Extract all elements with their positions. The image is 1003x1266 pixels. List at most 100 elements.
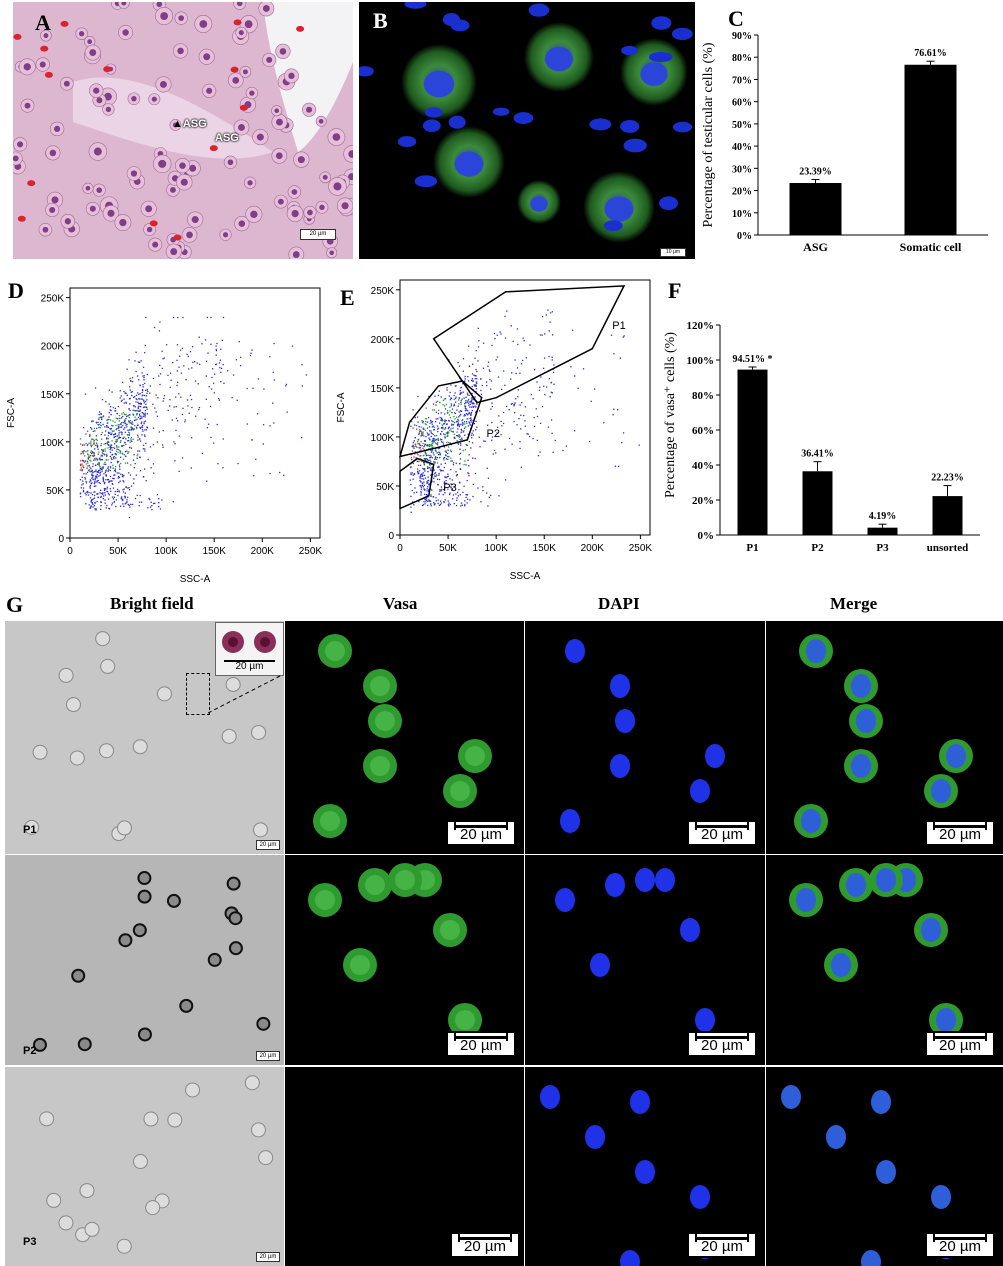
event-dot — [124, 497, 126, 499]
event-dot — [178, 435, 181, 437]
event-dot — [118, 429, 120, 432]
event-dot — [107, 426, 110, 429]
event-dot — [523, 339, 525, 342]
event-dot — [548, 330, 550, 332]
event-dot — [124, 392, 126, 394]
event-dot — [127, 415, 129, 417]
event-dot — [443, 482, 445, 484]
event-dot — [427, 486, 429, 488]
histology-nucleus — [341, 202, 349, 210]
event-dot — [101, 468, 103, 470]
event-dot — [495, 359, 497, 361]
event-dot — [476, 382, 478, 385]
event-dot — [459, 448, 461, 450]
event-dot — [464, 505, 466, 507]
event-dot — [472, 430, 474, 432]
event-dot — [83, 450, 85, 452]
event-dot — [436, 456, 439, 459]
event-dot — [446, 412, 449, 414]
event-dot — [126, 394, 129, 396]
event-dot — [125, 413, 127, 416]
event-dot — [104, 494, 106, 496]
x-category-label: P1 — [746, 542, 758, 554]
event-dot — [445, 450, 447, 452]
event-dot — [480, 393, 483, 395]
histology-nucleus — [291, 189, 298, 195]
event-dot — [412, 427, 414, 429]
event-dot — [481, 384, 483, 387]
event-dot — [137, 361, 140, 363]
event-dot — [106, 486, 109, 488]
scale-bar: 20 µm — [925, 820, 995, 846]
event-dot — [458, 434, 460, 436]
event-dot — [139, 494, 141, 497]
event-dot — [136, 427, 138, 430]
scale-bar-line — [933, 1234, 987, 1242]
event-dot — [107, 470, 109, 472]
event-dot — [285, 385, 287, 387]
event-dot — [92, 420, 94, 422]
event-dot — [427, 500, 429, 503]
event-dot — [133, 478, 135, 480]
event-dot — [94, 448, 96, 450]
merge-nucleus — [856, 709, 876, 733]
event-dot — [510, 403, 513, 405]
event-dot — [79, 463, 82, 466]
event-dot — [144, 420, 147, 422]
scale-bar: 20 µm — [925, 1232, 995, 1258]
event-dot — [522, 337, 524, 339]
y-tick-label: 100K — [371, 433, 395, 444]
merge-nucleus — [861, 1250, 881, 1266]
event-dot — [442, 399, 445, 402]
event-dot — [427, 454, 429, 457]
event-dot — [430, 435, 432, 438]
somatic-nucleus — [528, 3, 550, 17]
column-header-bright-field: Bright field — [110, 594, 194, 613]
event-dot — [432, 440, 434, 442]
event-dot — [109, 445, 112, 447]
event-dot — [457, 424, 460, 426]
histology-nucleus — [203, 53, 211, 61]
bright-field-cell — [79, 1183, 95, 1199]
event-dot — [162, 358, 164, 360]
event-dot — [141, 391, 143, 394]
event-dot — [413, 473, 416, 475]
event-dot — [152, 427, 155, 429]
event-dot — [162, 400, 164, 402]
event-dot — [491, 436, 494, 438]
event-dot — [90, 500, 92, 502]
event-dot — [421, 460, 423, 462]
event-dot — [433, 461, 435, 463]
event-dot — [535, 408, 537, 410]
event-dot — [468, 454, 470, 456]
event-dot — [467, 412, 470, 415]
event-dot — [417, 395, 419, 398]
event-dot — [102, 492, 104, 494]
micrograph-p1-merge: 20 µm — [766, 621, 1003, 854]
scale-bar: 20 µm — [446, 1031, 516, 1057]
event-dot — [107, 467, 109, 470]
event-dot — [101, 417, 103, 419]
event-dot — [85, 503, 87, 505]
event-dot — [83, 461, 86, 463]
event-dot — [138, 501, 141, 503]
event-dot — [177, 381, 179, 383]
event-dot — [590, 400, 592, 403]
event-dot — [468, 394, 470, 397]
event-dot — [417, 438, 420, 441]
bright-field-cell — [46, 1192, 62, 1208]
event-dot — [434, 475, 436, 477]
event-dot — [449, 442, 451, 444]
event-dot — [123, 454, 126, 456]
event-dot — [565, 445, 567, 447]
histology-image-a — [13, 2, 353, 259]
event-dot — [457, 405, 459, 407]
event-dot — [420, 426, 422, 428]
event-dot — [136, 392, 139, 394]
event-dot — [176, 384, 178, 387]
event-dot — [89, 479, 92, 481]
event-dot — [101, 452, 104, 454]
event-dot — [441, 427, 443, 429]
event-dot — [130, 485, 133, 487]
event-dot — [138, 379, 140, 381]
